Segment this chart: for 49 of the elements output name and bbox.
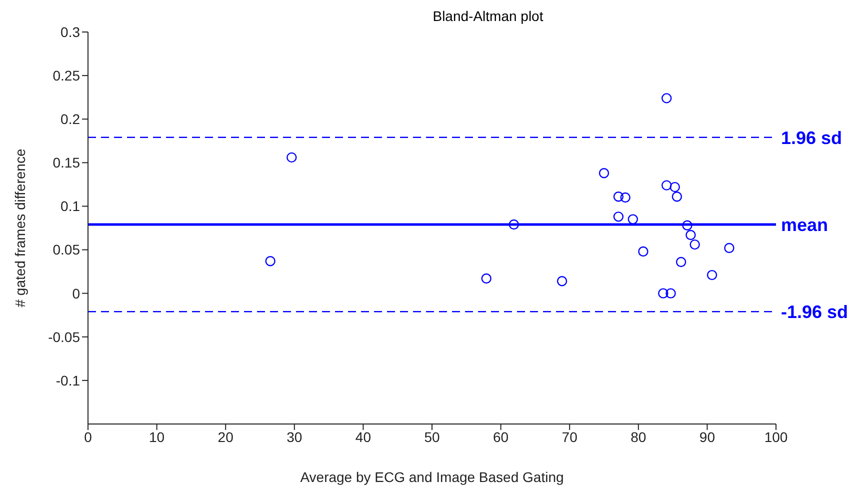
y-tick-label: 0.2	[60, 111, 80, 128]
y-axis-title: # gated frames difference	[12, 148, 28, 308]
x-tick-label: 50	[424, 428, 440, 445]
x-tick-label: 80	[630, 428, 646, 445]
point	[666, 288, 676, 298]
y-tick-label: -0.1	[56, 372, 80, 388]
point	[724, 242, 734, 254]
x-tick-label: 60	[493, 428, 509, 445]
point	[481, 273, 492, 284]
point	[613, 212, 624, 222]
point	[628, 214, 638, 224]
point	[620, 192, 630, 203]
x-tick-label: 100	[764, 428, 788, 445]
point	[690, 239, 700, 250]
point	[662, 180, 672, 190]
y-tick-label: 0.1	[60, 198, 80, 214]
point	[682, 220, 692, 230]
chart-title: Bland-Altman plot	[432, 8, 544, 24]
x-tick-label: 40	[355, 428, 372, 445]
y-tick-label: 0.15	[52, 154, 80, 171]
point	[658, 288, 668, 298]
x-axis-title: Average by ECG and Image Based Gating	[300, 468, 564, 485]
point	[598, 168, 610, 178]
point	[686, 230, 696, 240]
y-tick-label: 0	[72, 285, 80, 302]
point	[556, 276, 568, 286]
y-tick-label: 0.25	[52, 68, 80, 84]
x-tick-label: 70	[562, 428, 578, 445]
ref-line-label: mean	[781, 214, 828, 235]
x-tick-label: 0	[84, 428, 92, 445]
ref-line-label: -1.96 sd	[781, 302, 848, 322]
y-tick-label: 0.3	[60, 24, 80, 40]
x-tick-label: 10	[149, 428, 165, 445]
x-tick-label: 20	[218, 428, 234, 445]
point	[676, 256, 686, 268]
point	[613, 192, 624, 202]
ref-line-label: 1.96 sd	[781, 128, 842, 148]
point	[662, 93, 672, 104]
y-tick-label: 0.05	[52, 242, 80, 258]
x-tick-label: 30	[286, 428, 302, 445]
x-tick-label: 90	[699, 428, 716, 445]
y-tick-label: -0.05	[48, 328, 80, 345]
point	[508, 219, 519, 230]
point	[672, 192, 682, 202]
point	[706, 270, 718, 280]
point	[265, 256, 276, 266]
point	[670, 182, 680, 192]
point	[286, 152, 297, 163]
point	[638, 246, 648, 257]
